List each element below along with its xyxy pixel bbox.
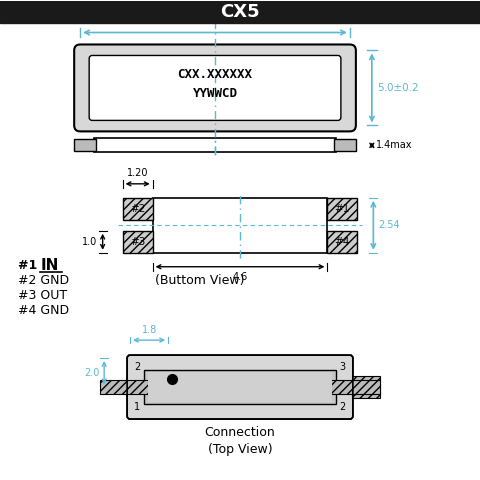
Text: #4: #4 [335, 237, 350, 247]
FancyBboxPatch shape [74, 45, 356, 132]
Text: #1: #1 [335, 204, 350, 214]
Text: CXX.XXXXXX
YYWWCD: CXX.XXXXXX YYWWCD [178, 68, 252, 100]
Text: (Buttom View): (Buttom View) [155, 274, 245, 287]
Text: 1.4max: 1.4max [376, 140, 412, 150]
Text: #1: #1 [18, 259, 42, 272]
Bar [74, 138, 356, 152]
Text: IN: IN [40, 258, 59, 273]
Bar [74, 139, 96, 151]
Text: #4 GND: #4 GND [18, 304, 70, 317]
Bar [122, 198, 153, 220]
Bar [94, 138, 336, 152]
Text: 3: 3 [340, 362, 346, 372]
Bar [148, 372, 332, 402]
Bar [352, 376, 380, 398]
Text: #2 GND: #2 GND [18, 274, 70, 287]
Text: CX5: CX5 [220, 2, 260, 21]
Bar [327, 231, 358, 253]
Bar [334, 139, 356, 151]
Text: 1.20: 1.20 [127, 168, 148, 178]
Text: #2: #2 [130, 204, 145, 214]
Text: 4.6: 4.6 [232, 272, 248, 282]
Text: 5.0±0.2: 5.0±0.2 [377, 83, 419, 93]
Text: 2.54: 2.54 [378, 220, 400, 230]
Bar [122, 231, 153, 253]
Text: 2: 2 [340, 402, 346, 412]
Bar [144, 370, 336, 404]
Text: Connection
(Top View): Connection (Top View) [204, 426, 276, 456]
Text: 1.0: 1.0 [83, 237, 97, 247]
Bar [327, 198, 358, 220]
Bar [100, 380, 380, 394]
Bar [153, 198, 327, 253]
FancyBboxPatch shape [127, 355, 353, 419]
Text: 1: 1 [134, 402, 140, 412]
FancyBboxPatch shape [89, 56, 341, 120]
Text: 2.0: 2.0 [84, 368, 99, 378]
Text: #3 OUT: #3 OUT [18, 288, 67, 302]
Text: 1.8: 1.8 [142, 325, 157, 335]
Text: #3: #3 [130, 237, 145, 247]
Text: 2: 2 [134, 362, 140, 372]
Bar [0, 0, 480, 23]
Text: 7.0±0.2: 7.0±0.2 [194, 15, 236, 25]
